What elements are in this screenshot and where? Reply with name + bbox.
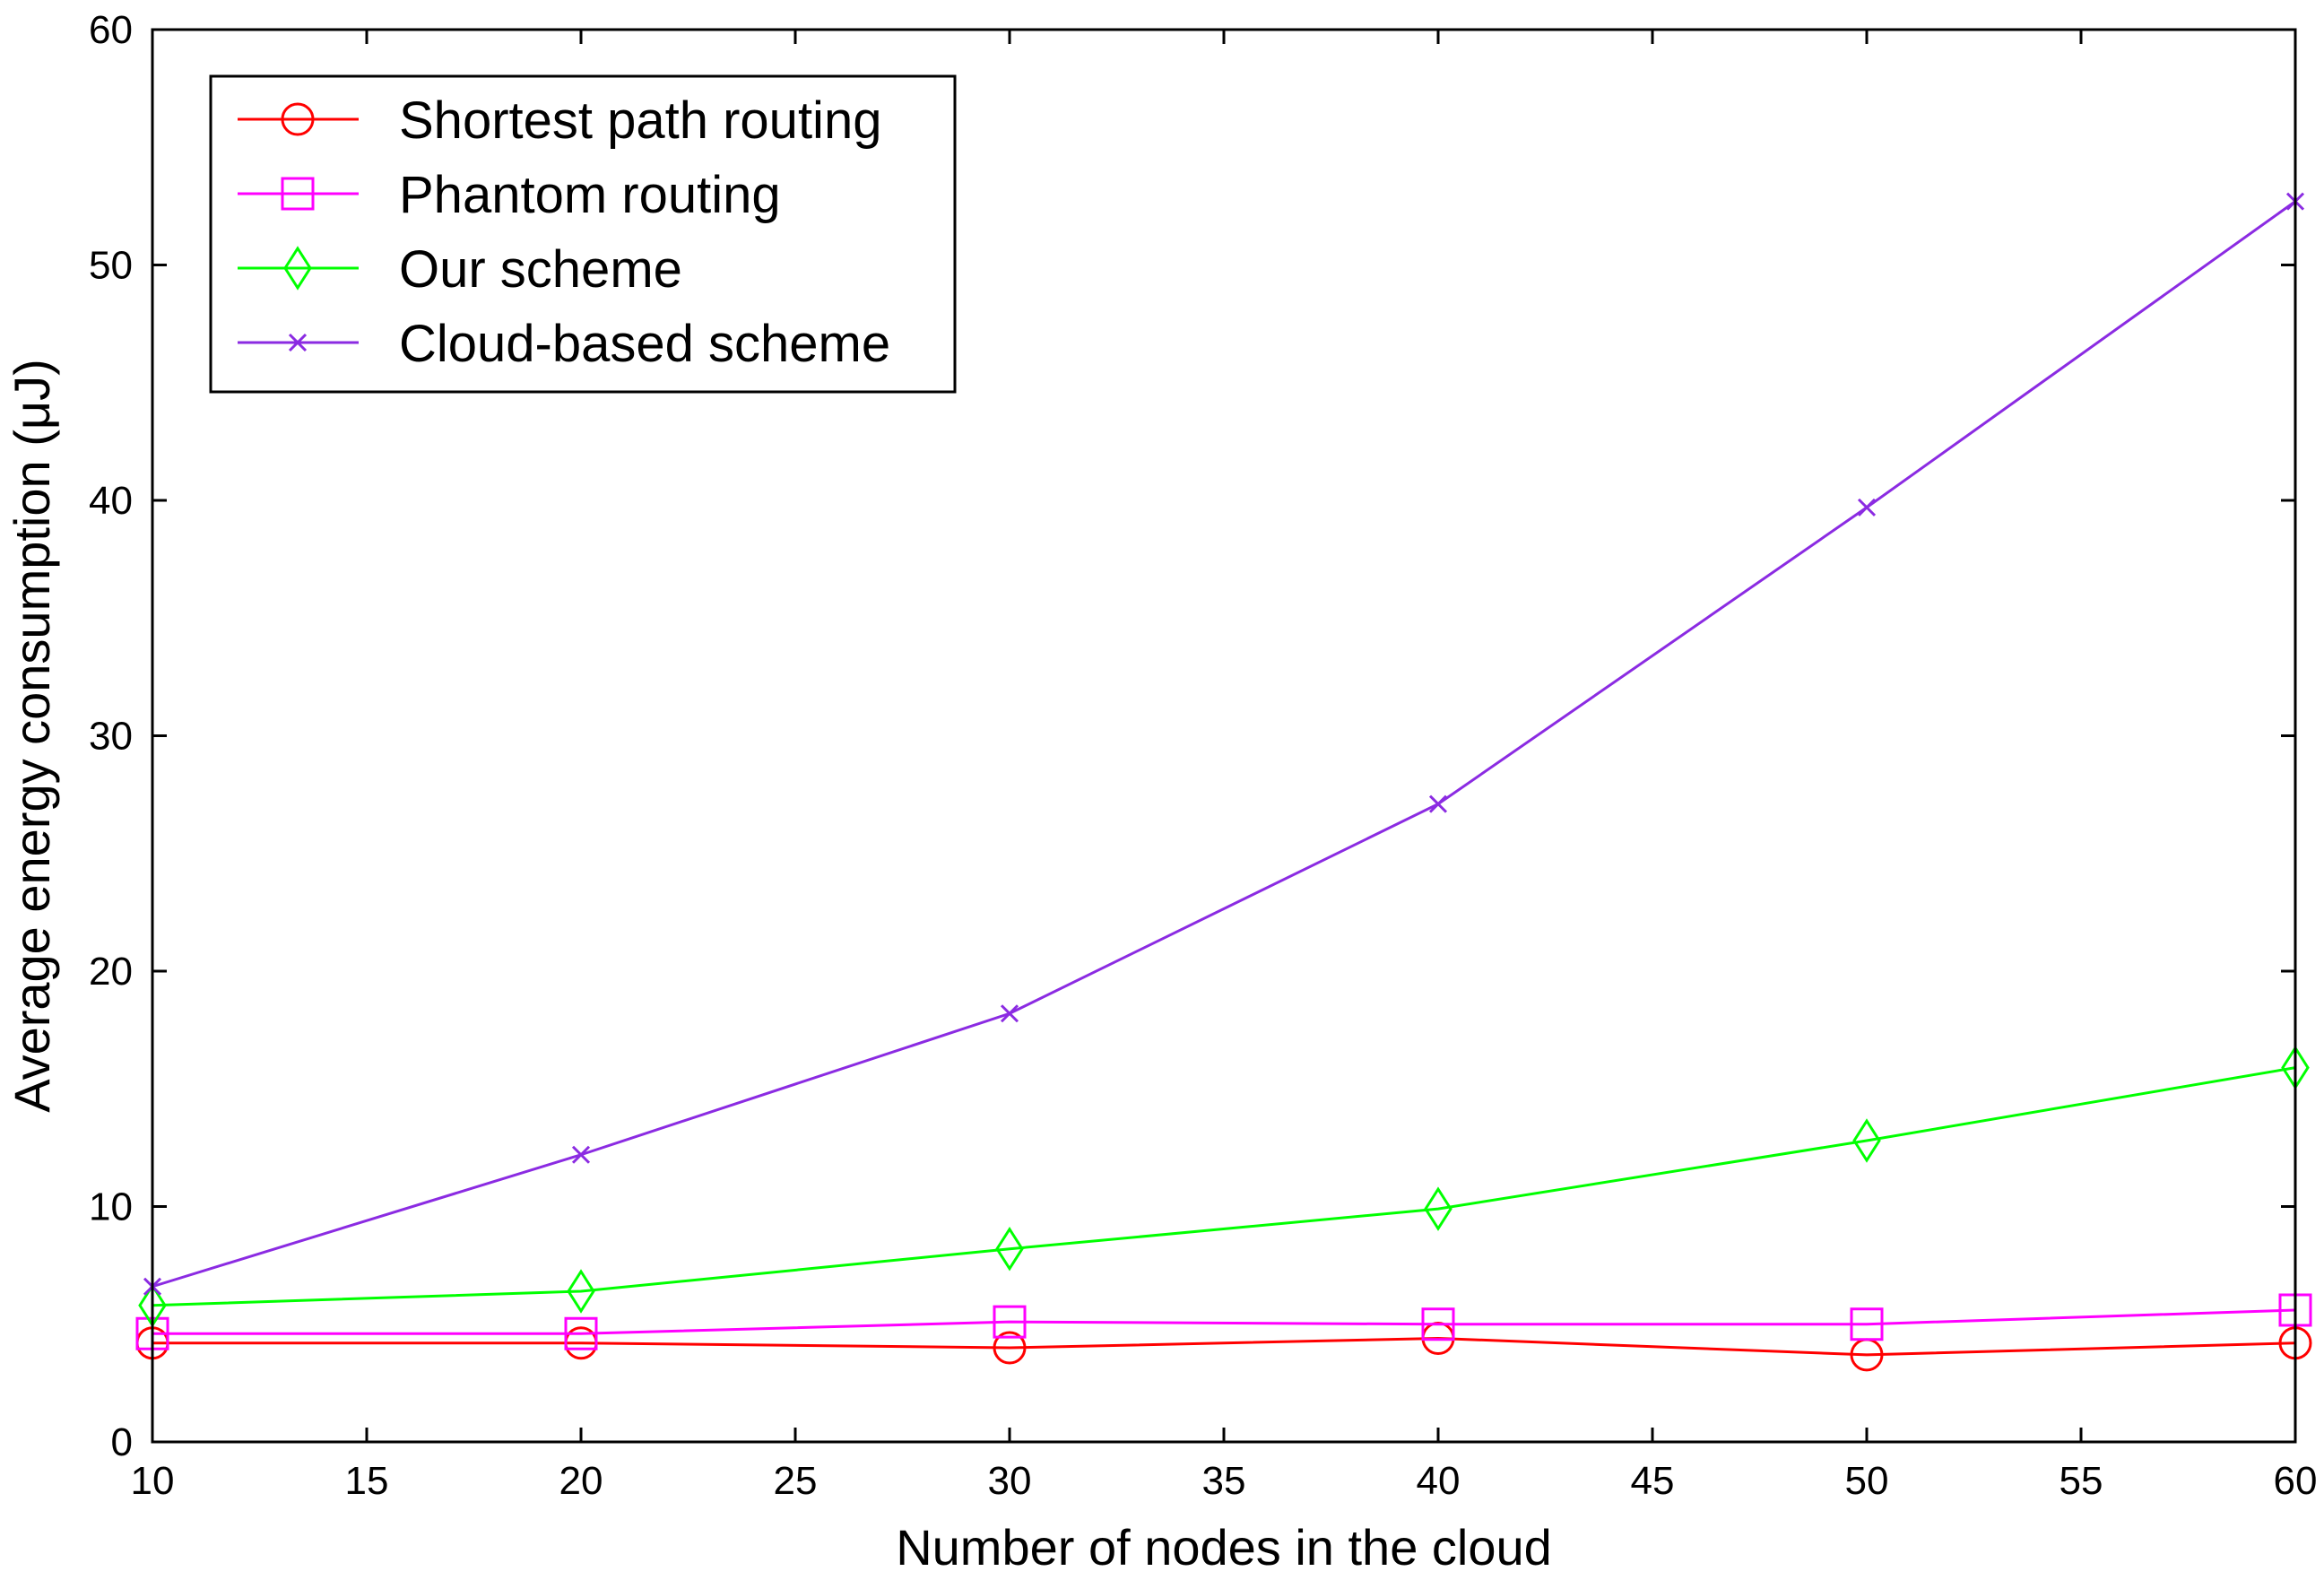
x-tick-label: 60 — [2274, 1459, 2318, 1503]
x-tick-label: 50 — [1845, 1459, 1889, 1503]
data-point — [1421, 1307, 1455, 1341]
data-point — [1424, 1186, 1452, 1231]
series-line — [152, 200, 2296, 1289]
legend: Shortest path routing Phantom routing Our … — [209, 74, 957, 394]
y-tick-label: 10 — [89, 1185, 133, 1229]
data-point — [995, 1226, 1024, 1272]
data-point — [567, 1269, 595, 1314]
legend-label: Cloud-based scheme — [399, 315, 890, 373]
x-tick-label: 25 — [774, 1459, 818, 1503]
legend-box — [209, 74, 957, 394]
legend-item: Cloud-based scheme — [238, 315, 890, 373]
x-tick-label: 30 — [988, 1459, 1032, 1503]
x-tick-label: 15 — [345, 1459, 389, 1503]
y-tick-label: 60 — [89, 8, 133, 52]
legend-item: Phantom routing — [238, 166, 781, 224]
data-point — [1852, 1118, 1881, 1163]
series-3 — [138, 1045, 2310, 1328]
x-tick-label: 45 — [1631, 1459, 1675, 1503]
data-point — [1428, 794, 1448, 813]
data-point — [1857, 498, 1877, 517]
legend-item: Our scheme — [238, 240, 682, 299]
y-tick-label: 20 — [89, 950, 133, 994]
y-tick-label: 40 — [89, 479, 133, 523]
data-point — [564, 1316, 598, 1350]
legend-item: Shortest path routing — [238, 91, 881, 150]
y-tick-label: 30 — [89, 715, 133, 759]
legend-marker — [281, 177, 315, 211]
series-line — [152, 1308, 2296, 1335]
y-tick-label: 50 — [89, 244, 133, 288]
data-point — [1850, 1307, 1884, 1341]
data-point — [1000, 1004, 1019, 1023]
x-tick-label: 55 — [2060, 1459, 2103, 1503]
x-tick-label: 35 — [1202, 1459, 1246, 1503]
x-tick-label: 10 — [131, 1459, 175, 1503]
legend-marker — [281, 102, 315, 136]
legend-marker — [283, 246, 312, 291]
y-axis-label: Average energy consumption (μJ) — [4, 359, 60, 1113]
x-axis-label: Number of nodes in the cloud — [896, 1519, 1552, 1576]
data-point — [993, 1305, 1027, 1339]
x-tick-label: 20 — [559, 1459, 603, 1503]
legend-marker — [288, 333, 308, 352]
data-point — [571, 1145, 591, 1164]
series-line — [152, 1336, 2296, 1357]
series-layer — [135, 192, 2312, 1372]
legend-label: Our scheme — [399, 240, 682, 299]
legend-label: Shortest path routing — [399, 91, 881, 150]
legend-label: Phantom routing — [399, 166, 781, 224]
x-tick-label: 40 — [1417, 1459, 1461, 1503]
y-tick-label: 0 — [111, 1420, 133, 1464]
data-point — [993, 1331, 1027, 1365]
series-line — [152, 1066, 2296, 1307]
